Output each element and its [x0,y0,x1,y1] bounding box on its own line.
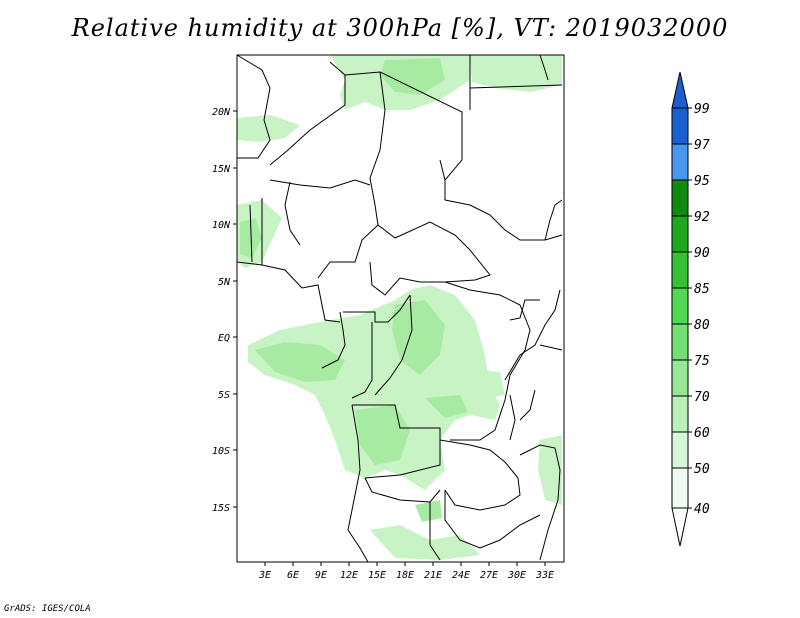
lat-tick-label: 15N [212,164,231,175]
colorbar-segment [671,467,689,509]
lat-tick-label: 20N [212,107,231,118]
rh-core-angola [355,405,410,465]
lat-tick-label: EQ [218,333,230,344]
colorbar-label: 70 [694,390,710,405]
colorbar-segment [671,179,689,217]
colorbar [671,71,692,547]
colorbar-label: 90 [694,246,710,261]
lon-tick-label: 9E [315,570,327,581]
rh-region-southwest [370,525,480,560]
colorbar-label: 97 [694,138,710,153]
colorbar-label: 99 [694,102,710,117]
colorbar-segment [671,323,689,361]
lon-tick-label: 24E [452,570,470,581]
lon-tick-label: 21E [424,570,442,581]
lon-tick-label: 18E [396,570,414,581]
map-title: Relative humidity at 300hPa [%], VT: 201… [71,14,729,42]
rh-core-south [415,500,442,522]
colorbar-label: 50 [694,462,710,477]
colorbar-label: 80 [694,318,710,333]
lat-tick-label: 15S [212,503,230,514]
colorbar-segment [671,143,689,181]
lon-axis [264,562,546,566]
colorbar-label: 40 [694,502,710,517]
rh-core-sahara [380,58,445,95]
rh-core-zambia [425,395,468,418]
colorbar-label: 60 [694,426,710,441]
rh-core-congo-west [255,342,345,382]
lon-tick-label: 30E [507,570,526,581]
colorbar-label: 95 [694,174,710,189]
lat-tick-label: 5S [218,390,230,401]
lon-tick-label: 12E [340,570,358,581]
colorbar-label: 92 [694,210,710,225]
lat-axis [233,110,237,508]
lon-tick-label: 33E [535,570,554,581]
lon-tick-label: 27E [480,570,498,581]
colorbar-segment [671,395,689,433]
map-frame [236,54,565,563]
colorbar-segment [671,107,689,145]
colorbar-label: 85 [694,282,710,297]
colorbar-top-arrow [671,71,689,109]
credit-text: GrADS: IGES/COLA [4,604,91,614]
lat-tick-label: 10N [212,220,231,231]
humidity-shading [237,55,562,560]
colorbar-segment [671,287,689,325]
rh-region-east-lakes [482,370,505,398]
lat-tick-label: 10S [212,446,230,457]
country-borders [236,54,563,563]
lat-tick-label: 5N [218,277,231,288]
rh-core-congo-east [392,300,445,375]
colorbar-segment [671,359,689,397]
lon-tick-label: 15E [368,570,386,581]
rh-region-northeast [470,55,562,92]
lon-tick-label: 3E [258,570,271,581]
colorbar-label: 75 [694,354,710,369]
colorbar-segment [671,215,689,253]
lon-tick-label: 6E [287,570,299,581]
rh-region-northwest [237,115,300,142]
colorbar-segment [671,251,689,289]
colorbar-segment [671,431,689,469]
colorbar-bottom-arrow [671,507,689,547]
